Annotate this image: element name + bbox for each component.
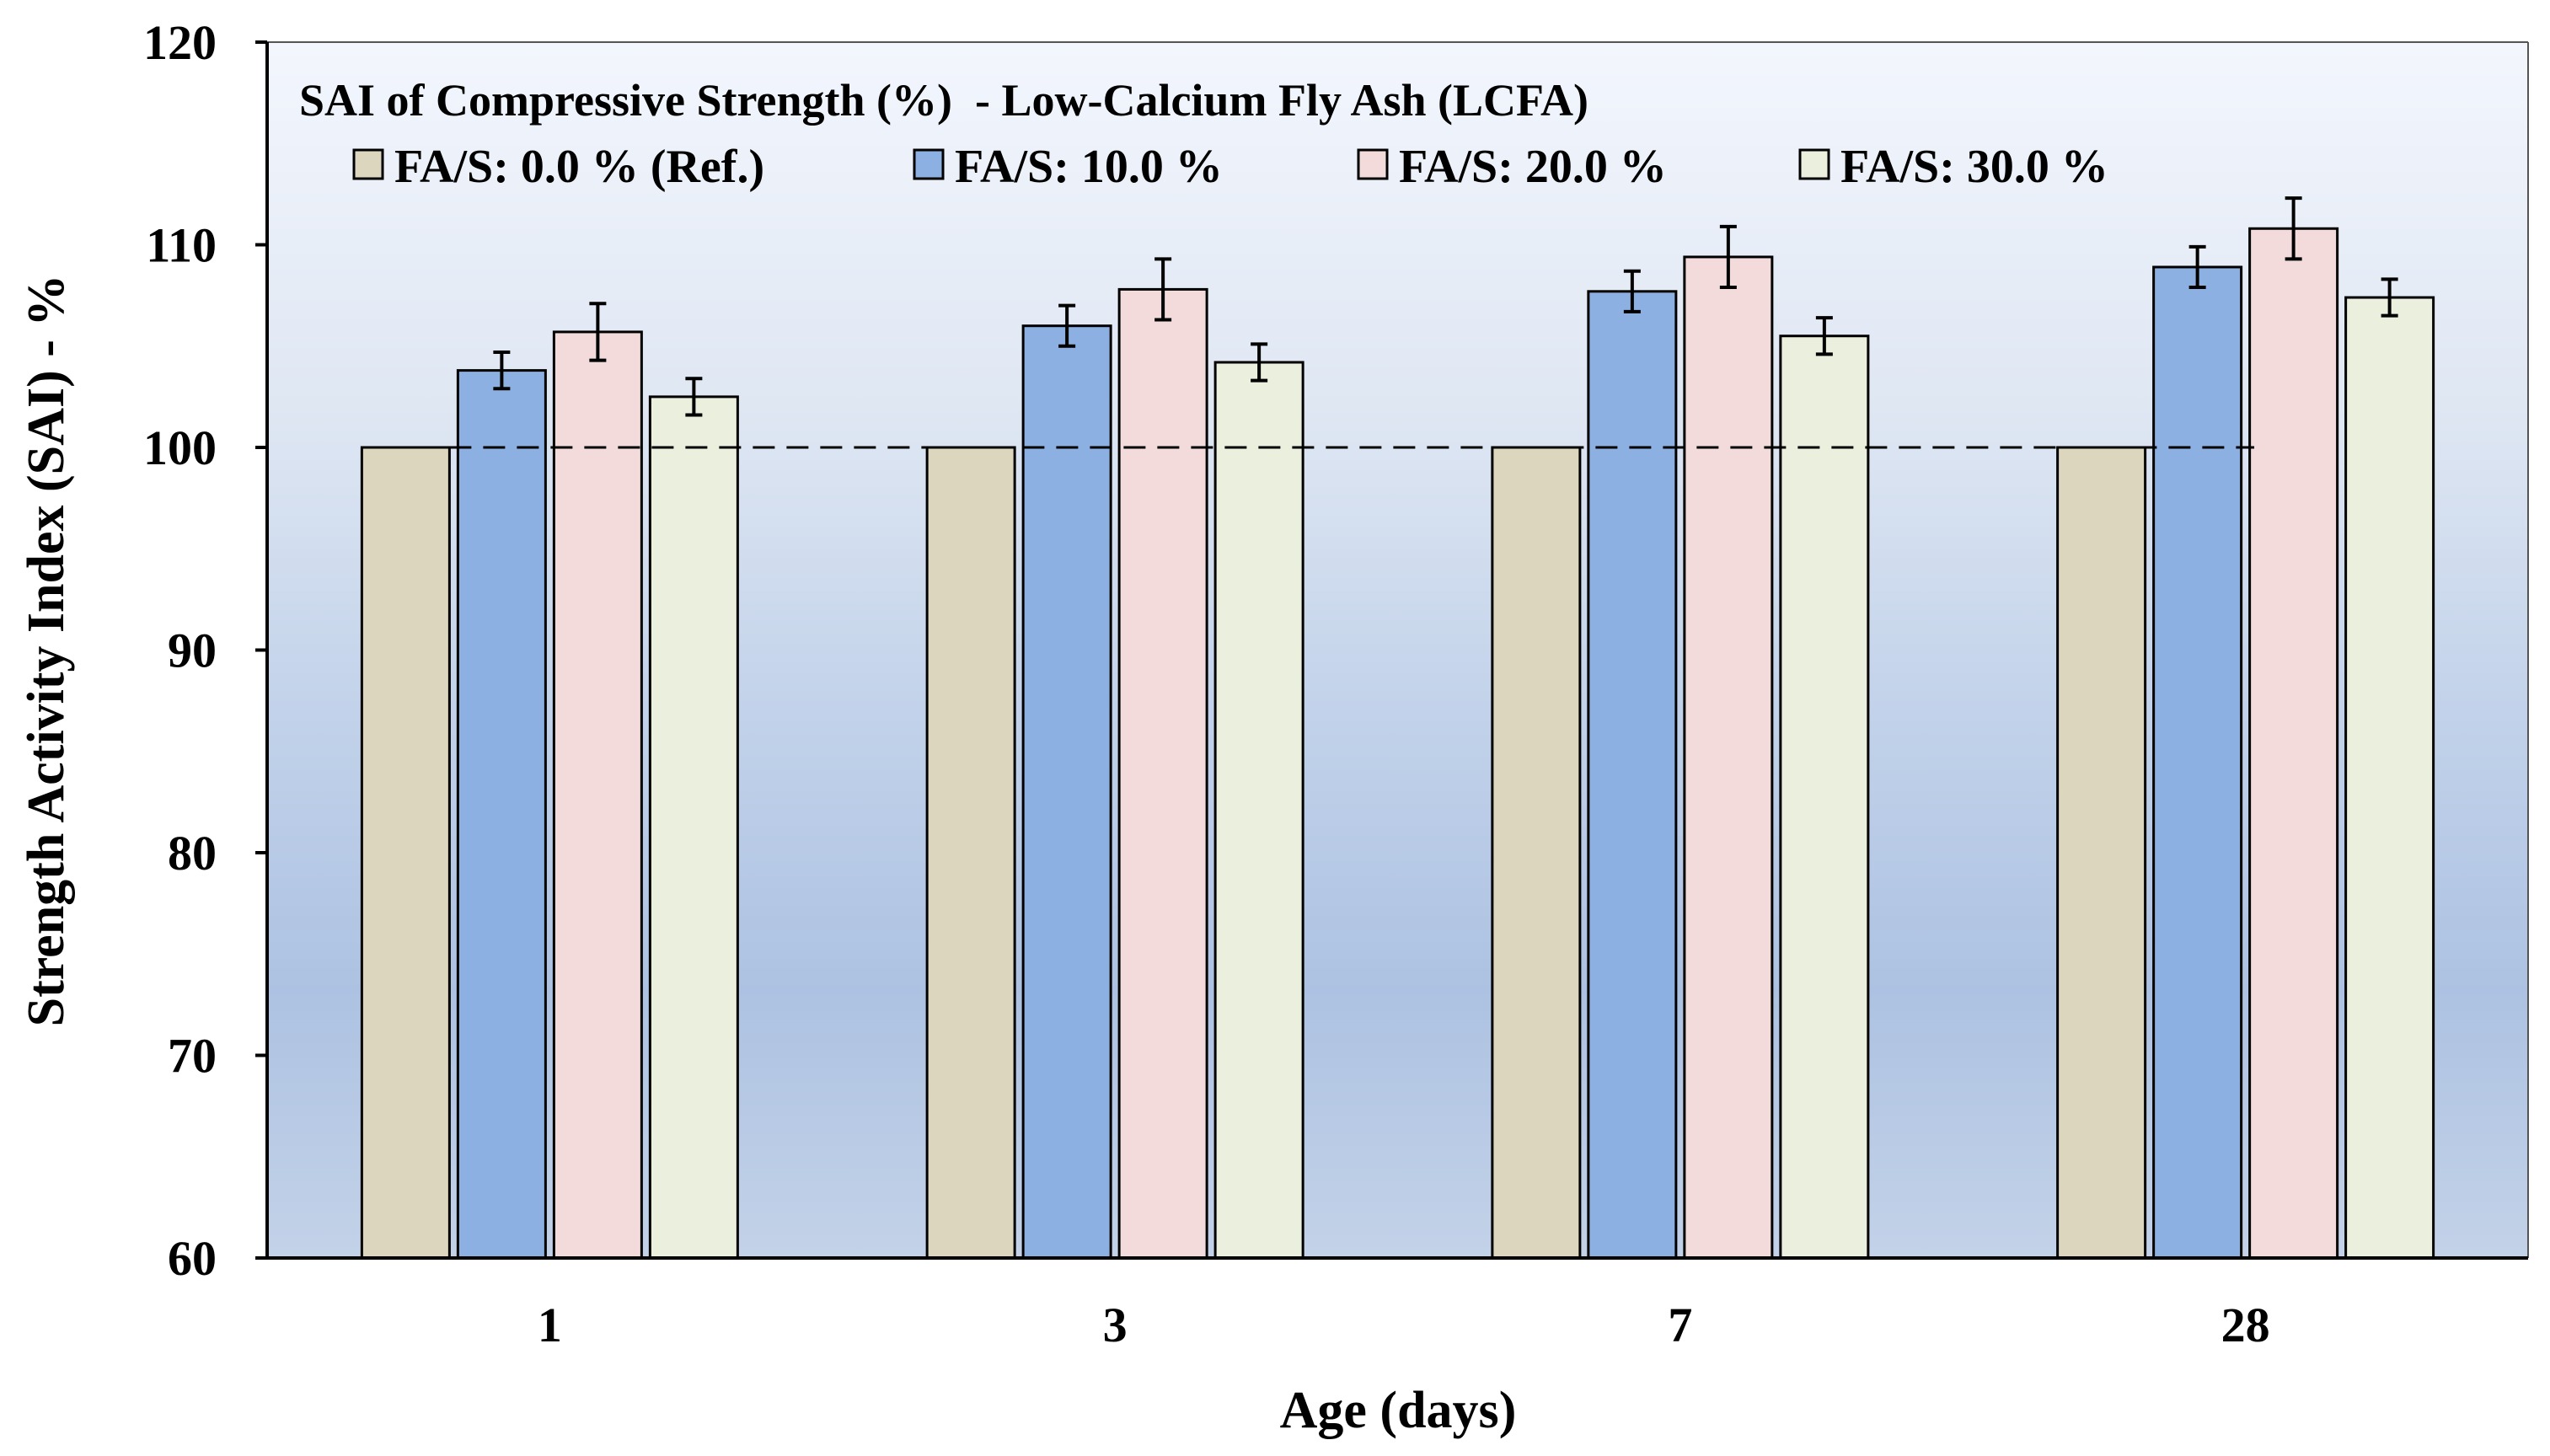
chart-title: SAI of Compressive Strength (%) - Low-Ca…: [299, 75, 1588, 126]
legend-swatch: [913, 148, 945, 180]
x-tick-label: 3: [1103, 1298, 1128, 1352]
plot-area: [267, 42, 2528, 1258]
y-tick-label: 120: [143, 15, 217, 70]
bar-7-series-2: [1587, 290, 1678, 1260]
y-ticks-layer: 60 70 80 90 100 110 120: [143, 15, 267, 1286]
bar-28-series-3: [2248, 227, 2339, 1260]
legend-swatch: [1357, 148, 1389, 180]
bar-1-series-2: [456, 369, 547, 1260]
x-axis-label: Age (days): [1280, 1382, 1517, 1439]
y-tick-label: 80: [168, 826, 217, 881]
legend: FA/S: 0.0 % (Ref.) FA/S: 10.0 % FA/S: 20.0…: [352, 141, 2108, 193]
bar-3-series-4: [1213, 361, 1304, 1260]
bar-1-series-3: [552, 330, 643, 1260]
legend-swatch: [1798, 148, 1830, 180]
y-tick-label: 100: [143, 420, 217, 475]
legend-label: FA/S: 10.0 %: [955, 141, 1223, 193]
bars-layer: [360, 196, 2435, 1260]
bar-7-series-1: [1491, 446, 1582, 1260]
bar-3-series-1: [925, 446, 1016, 1260]
x-tick-label: 28: [2221, 1298, 2270, 1352]
x-ticks-layer: 1 3 7 28: [538, 1298, 2270, 1352]
bar-28-series-4: [2344, 296, 2435, 1260]
bar-1-series-1: [360, 446, 451, 1260]
legend-label: FA/S: 0.0 % (Ref.): [394, 141, 764, 193]
y-tick-label: 70: [168, 1029, 217, 1084]
bar-1-series-4: [648, 395, 739, 1260]
bar-28-series-2: [2152, 265, 2243, 1260]
legend-label: FA/S: 20.0 %: [1399, 141, 1667, 193]
bar-28-series-1: [2056, 446, 2147, 1260]
x-tick-label: 7: [1668, 1298, 1692, 1352]
y-tick-label: 90: [168, 624, 217, 678]
legend-swatch: [352, 148, 384, 180]
bar-7-series-4: [1779, 335, 1870, 1260]
y-tick-label: 60: [168, 1231, 217, 1286]
y-tick-label: 110: [146, 218, 217, 273]
bar-3-series-3: [1117, 287, 1208, 1260]
x-tick-label: 1: [538, 1298, 562, 1352]
bar-3-series-2: [1021, 324, 1112, 1260]
legend-label: FA/S: 30.0 %: [1840, 141, 2108, 193]
bar-7-series-3: [1683, 255, 1774, 1260]
y-axis-label: Strength Activity Index (SAI) - %: [18, 275, 75, 1027]
